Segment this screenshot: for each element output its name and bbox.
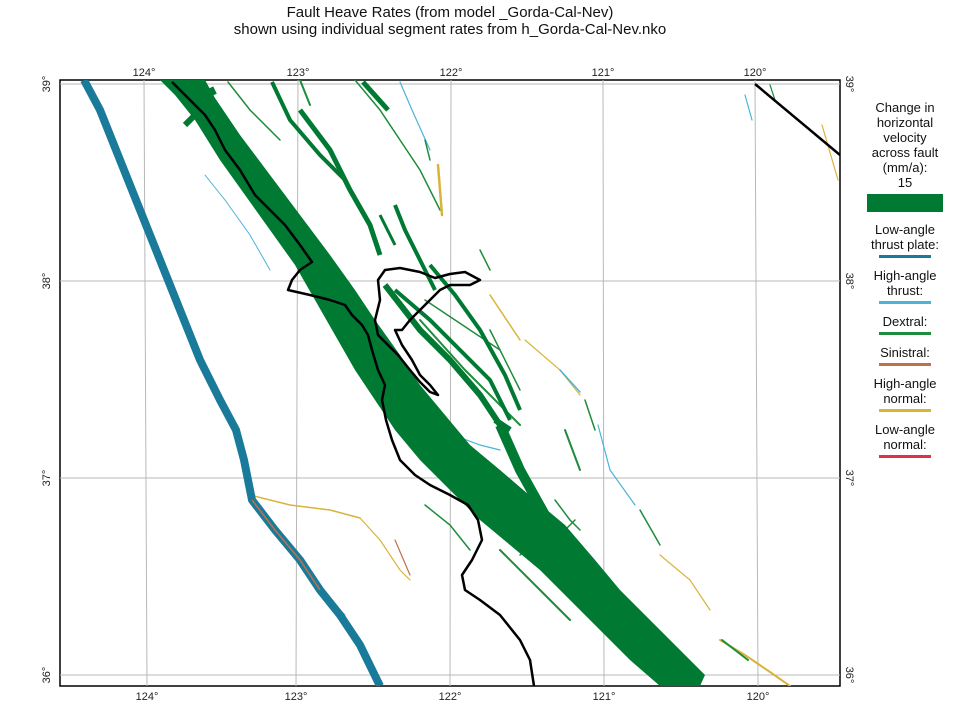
legend-item-low-angle-thrust: Low-angle thrust plate:	[850, 222, 960, 258]
lat-label-right-38: 38°	[843, 273, 855, 290]
lat-label-right-37: 37°	[843, 470, 855, 487]
legend-line-low-angle-normal	[879, 455, 931, 458]
coastline	[171, 81, 536, 686]
fault-normal-2	[489, 294, 521, 341]
legend-item-label: High-angle thrust:	[873, 268, 937, 298]
fault-minor-5	[399, 81, 431, 151]
fault-minor-14	[419, 319, 521, 426]
meridian-124	[143, 79, 148, 687]
fault-minor-15	[489, 329, 521, 391]
fault-minor-9	[564, 429, 581, 471]
meridian-122	[449, 79, 452, 687]
fault-normal-8	[359, 517, 411, 581]
lon-label-top-121: 121°	[592, 67, 615, 79]
fault-normal-4	[659, 554, 711, 611]
legend-scale-value: 15	[897, 175, 913, 190]
legend-scale-swatch	[867, 194, 943, 212]
fault-minor-7	[479, 249, 491, 271]
meridian-120	[754, 79, 759, 687]
fault-medium-4	[393, 204, 437, 291]
right-lat-labels: 39° 38° 37° 36°	[843, 76, 855, 684]
legend-title: Change in horizontal velocity across fau…	[871, 100, 939, 175]
lon-label-top-122: 122°	[440, 67, 463, 79]
plate-boundary-sinistral-trace	[251, 499, 321, 591]
left-lat-labels: 39° 38° 37° 36°	[41, 76, 53, 684]
lon-label-bottom-123: 123°	[285, 691, 308, 703]
lon-label-bottom-120: 120°	[747, 691, 770, 703]
lat-label-left-38: 38°	[41, 273, 53, 290]
bottom-lon-labels: 124° 123° 122° 121° 120°	[136, 691, 770, 703]
map-title: Fault Heave Rates (from model _Gorda-Cal…	[60, 4, 840, 38]
lon-label-top-120: 120°	[744, 67, 767, 79]
legend-line-low-angle-thrust	[879, 255, 931, 258]
fault-sinistral-1	[394, 539, 411, 576]
fault-medium-6	[382, 283, 503, 427]
lat-label-left-36: 36°	[41, 667, 53, 684]
lon-label-bottom-124: 124°	[136, 691, 159, 703]
legend-item-label: Sinistral:	[880, 345, 930, 360]
fault-minor-6	[424, 139, 431, 161]
legend-item-label: Dextral:	[882, 314, 928, 329]
legend-item-label: High-angle normal:	[873, 376, 937, 406]
legend-item-high-angle-normal: High-angle normal:	[850, 376, 960, 412]
fault-minor-10	[639, 509, 661, 546]
fault-hthrust-1	[559, 369, 581, 393]
fault-hthrust-2	[597, 424, 636, 506]
medium-dextral-faults	[182, 80, 565, 543]
lat-label-right-36: 36°	[843, 667, 855, 684]
fault-normal-3	[524, 339, 581, 396]
bay-outline	[373, 266, 482, 397]
fault-minor-8	[584, 399, 596, 431]
graticule	[60, 79, 840, 687]
fault-minor-4	[354, 80, 441, 211]
legend-item-sinistral: Sinistral:	[850, 345, 960, 366]
fault-minor-12	[769, 84, 776, 101]
fault-normal-6	[821, 124, 839, 181]
plate-boundary-thrust	[80, 80, 384, 686]
lat-label-left-37: 37°	[41, 470, 53, 487]
legend: Change in horizontal velocity across fau…	[850, 100, 960, 458]
meridian-123	[295, 79, 299, 687]
fault-minor-2	[204, 174, 271, 271]
fault-minor-16	[424, 504, 471, 551]
state-boundary	[754, 83, 840, 156]
fault-minor-1	[227, 81, 281, 141]
main-dextral-fault-zone	[160, 80, 705, 686]
fault-medium-10	[493, 417, 512, 433]
legend-item-label: Low-angle thrust plate:	[871, 222, 939, 252]
fault-medium-3	[361, 80, 390, 112]
legend-line-sinistral	[879, 363, 931, 366]
fault-medium-5	[378, 214, 397, 246]
lon-label-bottom-121: 121°	[593, 691, 616, 703]
fault-hthrust-3	[744, 94, 753, 121]
legend-line-high-angle-thrust	[879, 301, 931, 304]
legend-line-dextral	[879, 332, 931, 335]
lat-label-left-39: 39°	[41, 76, 53, 93]
fault-minor-13	[424, 299, 501, 351]
fault-minor-20	[554, 499, 581, 531]
legend-item-dextral: Dextral:	[850, 314, 960, 335]
title-line-2: shown using individual segment rates fro…	[233, 21, 667, 38]
minor-faults	[204, 80, 839, 686]
fault-normal-7	[249, 494, 361, 519]
legend-item-label: Low-angle normal:	[875, 422, 935, 452]
fault-minor-17	[499, 549, 571, 621]
fault-medium-1	[270, 81, 347, 182]
legend-item-high-angle-thrust: High-angle thrust:	[850, 268, 960, 304]
legend-item-low-angle-normal: Low-angle normal:	[850, 422, 960, 458]
lat-label-right-39: 39°	[843, 76, 855, 93]
title-line-1: Fault Heave Rates (from model _Gorda-Cal…	[286, 4, 614, 21]
lon-label-top-123: 123°	[287, 67, 310, 79]
lon-label-bottom-122: 122°	[439, 691, 462, 703]
top-lon-labels: 124° 123° 122° 121° 120°	[133, 67, 767, 79]
fault-medium-2	[298, 108, 383, 256]
legend-line-high-angle-normal	[879, 409, 931, 412]
fault-medium-8	[428, 263, 522, 411]
fault-minor-11	[721, 639, 749, 661]
fault-minor-3	[299, 80, 311, 106]
fault-normal-1	[436, 163, 444, 217]
lon-label-top-124: 124°	[133, 67, 156, 79]
